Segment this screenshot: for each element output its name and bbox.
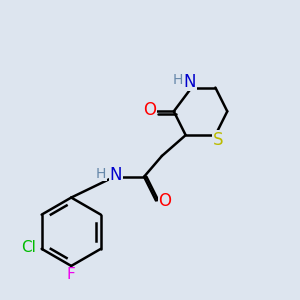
Text: S: S [213, 130, 224, 148]
Text: H: H [96, 167, 106, 181]
Text: H: H [173, 73, 183, 87]
Text: O: O [143, 101, 157, 119]
Text: N: N [184, 73, 197, 91]
Text: F: F [67, 267, 76, 282]
Text: Cl: Cl [21, 240, 36, 255]
Text: N: N [110, 166, 122, 184]
Text: O: O [158, 191, 171, 209]
